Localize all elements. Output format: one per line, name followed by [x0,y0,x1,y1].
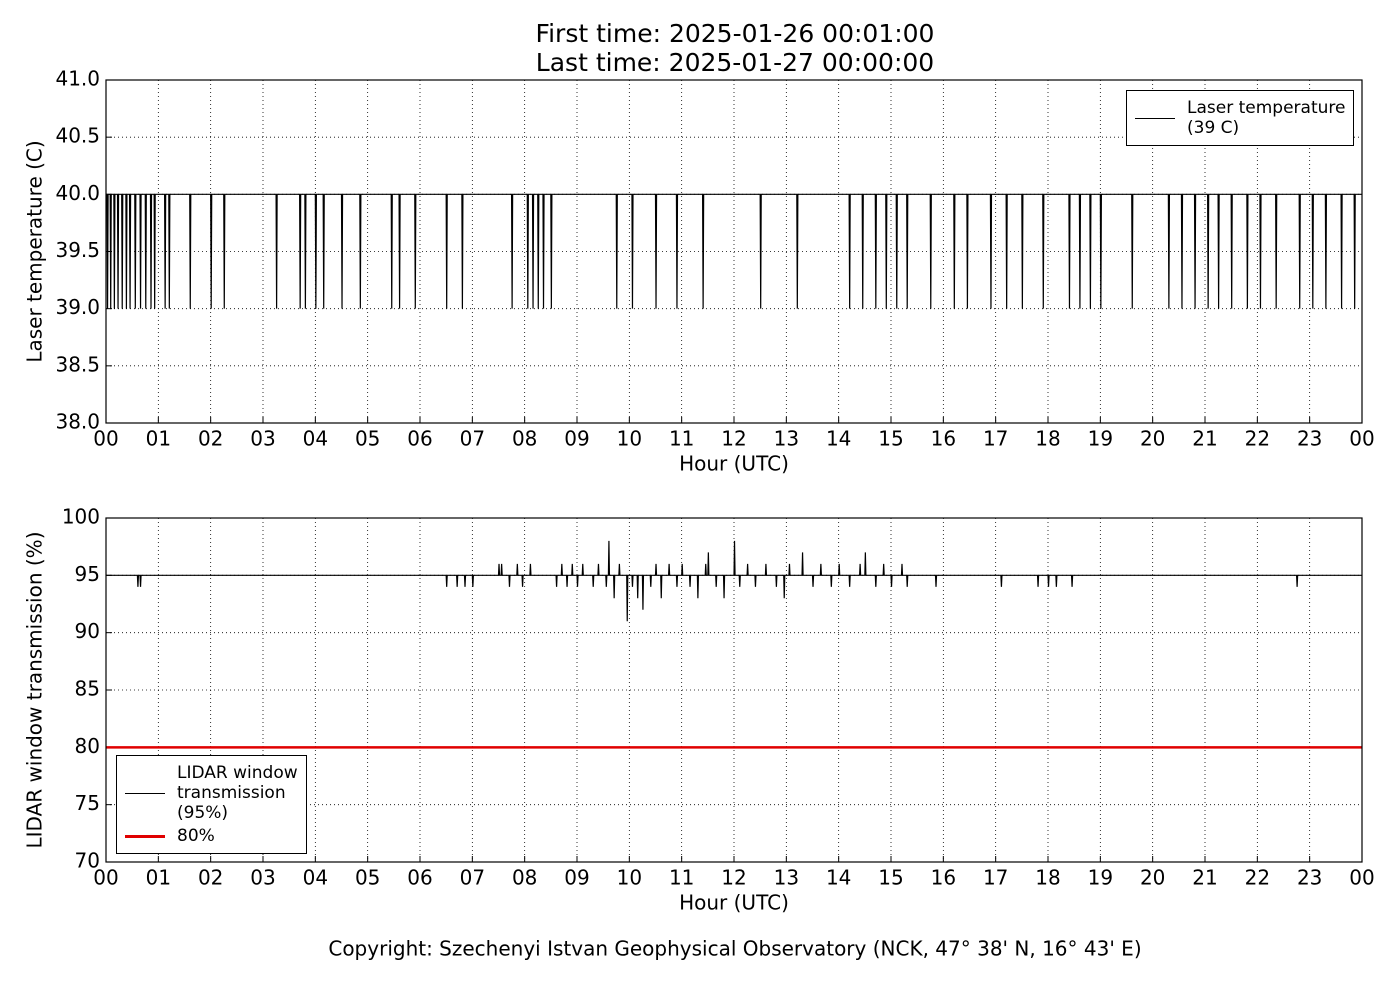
x-tick-label: 13 [774,427,799,451]
legend-label: 80% [177,826,215,846]
x-tick-label: 04 [303,427,328,451]
y-tick-label: 85 [75,677,100,701]
x-tick-label: 08 [512,866,537,890]
x-tick-label: 22 [1245,427,1270,451]
x-tick-label: 11 [669,427,694,451]
x-tick-label: 00 [1349,866,1374,890]
y-tick-label: 40.5 [55,124,100,148]
plot-area [106,540,1362,749]
x-tick-label: 15 [878,866,903,890]
x-axis-label: Hour (UTC) [679,452,789,476]
title-line: First time: 2025-01-26 00:01:00 [536,19,935,48]
x-tick-label: 06 [407,427,432,451]
y-tick-label: 80 [75,734,100,758]
x-tick-label: 04 [303,866,328,890]
y-tick-label: 75 [75,791,100,815]
x-tick-label: 01 [146,427,171,451]
x-tick-label: 09 [564,427,589,451]
x-axis-label: Hour (UTC) [679,891,789,915]
x-tick-label: 05 [355,427,380,451]
y-tick-label: 39.5 [55,238,100,262]
x-tick-label: 14 [826,427,851,451]
plot-frame [105,79,1363,424]
y-tick-label: 100 [62,505,100,529]
x-tick-label: 21 [1192,427,1217,451]
y-tick-label: 40.0 [55,181,100,205]
y-tick-label: 38.5 [55,352,100,376]
x-tick-label: 07 [460,866,485,890]
x-tick-label: 20 [1140,866,1165,890]
x-tick-label: 02 [198,866,223,890]
y-tick-label: 41.0 [55,67,100,91]
x-tick-label: 03 [250,866,275,890]
x-tick-label: 17 [983,427,1008,451]
x-tick-label: 11 [669,866,694,890]
title-line: Last time: 2025-01-27 00:00:00 [536,48,934,77]
x-tick-label: 02 [198,427,223,451]
series-line [106,193,1362,309]
legend-label: Laser temperature (39 C) [1187,98,1346,138]
y-axis-label: Laser temperature (C) [23,140,47,362]
x-tick-label: 12 [721,866,746,890]
x-tick-label: 20 [1140,427,1165,451]
x-tick-label: 19 [1088,427,1113,451]
x-tick-label: 22 [1245,866,1270,890]
x-tick-label: 16 [931,866,956,890]
x-tick-label: 00 [93,866,118,890]
legend: LIDAR window transmission (95%) 80% [116,755,307,854]
x-tick-label: 19 [1088,866,1113,890]
legend-swatch [1135,117,1175,119]
y-tick-label: 38.0 [55,410,100,434]
x-tick-label: 01 [146,866,171,890]
legend-swatch [125,834,165,838]
legend: Laser temperature (39 C) [1126,90,1355,146]
x-tick-label: 12 [721,427,746,451]
x-tick-label: 07 [460,427,485,451]
y-tick-label: 95 [75,562,100,586]
x-tick-label: 10 [617,866,642,890]
y-tick-label: 90 [75,619,100,643]
legend-item: LIDAR window transmission (95%) [125,763,298,823]
x-tick-label: 15 [878,427,903,451]
legend-item: Laser temperature (39 C) [1135,98,1345,138]
x-tick-label: 05 [355,866,380,890]
legend-label: LIDAR window transmission (95%) [177,763,298,823]
x-tick-label: 00 [1349,427,1374,451]
x-tick-label: 10 [617,427,642,451]
x-tick-label: 16 [931,427,956,451]
plot-frame [105,517,1363,863]
x-tick-label: 21 [1192,866,1217,890]
plot-area [106,193,1362,309]
x-tick-label: 08 [512,427,537,451]
x-tick-label: 17 [983,866,1008,890]
y-axis-label: LIDAR window transmission (%) [23,532,47,849]
x-tick-label: 09 [564,866,589,890]
x-tick-label: 00 [93,427,118,451]
copyright: Copyright: Szechenyi Istvan Geophysical … [328,937,1141,961]
x-tick-label: 06 [407,866,432,890]
x-tick-label: 18 [1035,866,1060,890]
legend-swatch [125,792,165,794]
x-tick-label: 13 [774,866,799,890]
y-tick-label: 39.0 [55,295,100,319]
x-tick-label: 18 [1035,427,1060,451]
x-tick-label: 23 [1297,866,1322,890]
y-tick-label: 70 [75,849,100,873]
x-tick-label: 14 [826,866,851,890]
x-tick-label: 03 [250,427,275,451]
legend-item: 80% [125,826,298,846]
series-line [106,540,1362,622]
x-tick-label: 23 [1297,427,1322,451]
